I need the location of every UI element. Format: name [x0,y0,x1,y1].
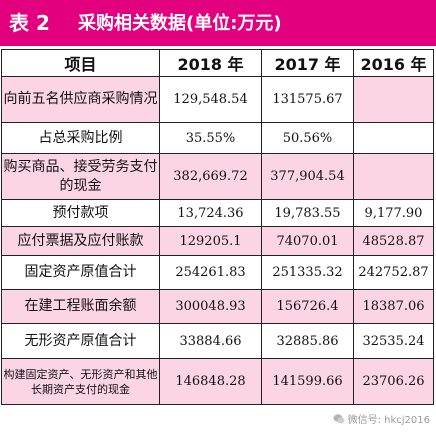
table-row: 构建固定资产、无形资产和其他长期资产支付的现金 146848.28 141599… [1,358,434,405]
title-bar: 表 2 采购相关数据(单位:万元) [0,0,436,46]
row-label: 向前五名供应商采购情况 [1,76,160,123]
wechat-icon [333,413,345,423]
table-row: 购买商品、接受劳务支付的现金 382,669.72 377,904.54 [1,153,434,200]
header-2016: 2016 年 [353,49,434,77]
row-label: 构建固定资产、无形资产和其他长期资产支付的现金 [1,358,160,405]
row-label: 在建工程账面余额 [1,289,160,324]
cell-2017: 50.56% [261,122,354,154]
header-item: 项目 [1,49,160,77]
header-2018: 2018 年 [159,49,262,77]
table-title: 采购相关数据(单位:万元) [78,13,282,34]
row-label: 无形资产原值合计 [1,323,160,359]
cell-2018: 300048.93 [159,289,262,324]
cell-2018: 13,724.36 [159,199,262,227]
table-number: 表 2 [9,11,50,35]
table-row: 在建工程账面余额 300048.93 156726.4 18387.06 [1,289,434,324]
cell-2017: 32885.86 [261,323,354,359]
cell-2018: 33884.66 [159,323,262,359]
cell-2016: 32535.24 [353,323,434,359]
table-row: 无形资产原值合计 33884.66 32885.86 32535.24 [1,323,434,359]
cell-2017: 141599.66 [261,358,354,405]
cell-2017: 156726.4 [261,289,354,324]
cell-2017: 19,783.55 [261,199,354,227]
cell-2016 [353,153,434,200]
cell-2016 [353,76,434,123]
cell-2018: 146848.28 [159,358,262,405]
cell-2016: 48528.87 [353,226,434,256]
cell-2016 [353,122,434,154]
cell-2016: 23706.26 [353,358,434,405]
row-label: 购买商品、接受劳务支付的现金 [1,153,160,200]
cell-2018: 129,548.54 [159,76,262,123]
cell-2016: 242752.87 [353,255,434,290]
cell-2016: 9,177.90 [353,199,434,227]
watermark: 微信号: hkcj2016 [333,411,430,426]
table-row: 应付票据及应付账款 129205.1 74070.01 48528.87 [1,226,434,256]
row-label: 占总采购比例 [1,122,160,154]
cell-2017: 74070.01 [261,226,354,256]
header-row: 项目 2018 年 2017 年 2016 年 [1,49,434,77]
cell-2018: 35.55% [159,122,262,154]
cell-2017: 377,904.54 [261,153,354,200]
row-label: 固定资产原值合计 [1,255,160,290]
table-row: 固定资产原值合计 254261.83 251335.32 242752.87 [1,255,434,290]
cell-2017: 131575.67 [261,76,354,123]
watermark-text: 微信号: hkcj2016 [347,415,430,426]
table-row: 向前五名供应商采购情况 129,548.54 131575.67 [1,76,434,123]
table-row: 预付款项 13,724.36 19,783.55 9,177.90 [1,199,434,227]
cell-2016: 18387.06 [353,289,434,324]
table-row: 占总采购比例 35.55% 50.56% [1,122,434,154]
cell-2018: 129205.1 [159,226,262,256]
header-2017: 2017 年 [261,49,354,77]
row-label: 预付款项 [1,199,160,227]
procurement-table: 项目 2018 年 2017 年 2016 年 向前五名供应商采购情况 129,… [1,49,434,405]
cell-2018: 254261.83 [159,255,262,290]
row-label: 应付票据及应付账款 [1,226,160,256]
cell-2018: 382,669.72 [159,153,262,200]
cell-2017: 251335.32 [261,255,354,290]
